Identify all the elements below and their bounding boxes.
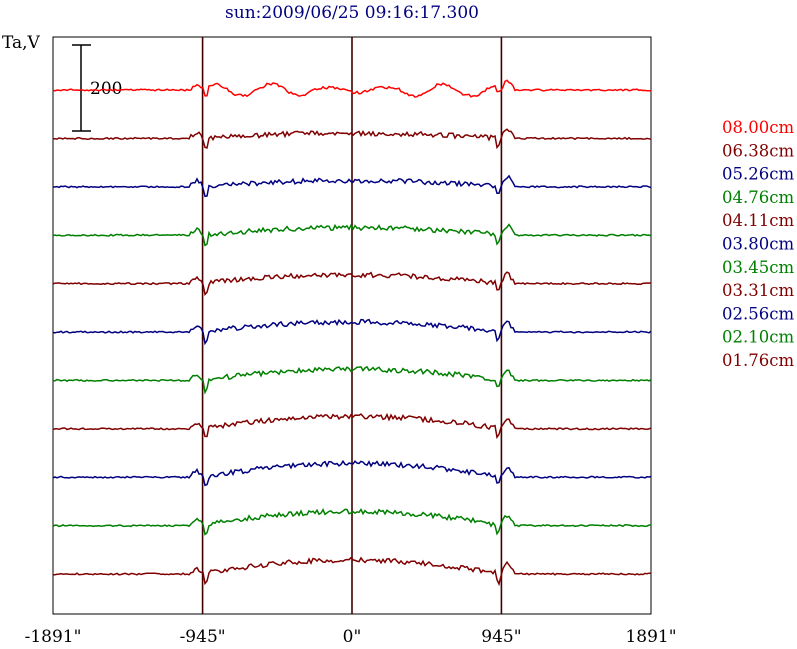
series-line — [52, 508, 652, 536]
series-line — [52, 459, 652, 487]
series-line — [52, 556, 652, 587]
legend-entry: 03.31cm — [722, 281, 794, 300]
legend-entry: 01.76cm — [722, 351, 794, 370]
series-line — [52, 223, 652, 247]
series-traces — [52, 79, 652, 587]
legend-entry: 02.10cm — [722, 328, 794, 347]
legend-entry: 05.26cm — [722, 165, 794, 184]
series-line — [52, 412, 652, 440]
x-tick-label: 0" — [343, 627, 362, 647]
scale-bar: 200 — [72, 44, 122, 132]
series-line — [52, 271, 652, 297]
x-tick-label: 1891" — [625, 627, 676, 647]
series-line — [52, 174, 652, 198]
legend: 08.00cm 06.38cm 05.26cm 04.76cm 04.11cm 03.80… — [722, 118, 794, 370]
legend-entry: 02.56cm — [722, 304, 794, 323]
y-axis-label: Ta,V — [2, 33, 41, 53]
chart-title: sun:2009/06/25 09:16:17.300 — [225, 3, 479, 23]
x-tick-label: 945" — [481, 627, 521, 647]
series-line — [52, 318, 652, 346]
x-tick-label: -945" — [180, 627, 226, 647]
series-line — [52, 128, 652, 150]
legend-entry: 08.00cm — [722, 118, 794, 137]
x-tick-labels: -1891" -945" 0" 945" 1891" — [25, 627, 677, 647]
series-line — [52, 79, 652, 98]
legend-entry: 04.11cm — [722, 211, 794, 230]
scale-bar-label: 200 — [90, 79, 122, 99]
x-tick-label: -1891" — [25, 627, 82, 647]
legend-entry: 03.80cm — [722, 235, 794, 254]
legend-entry: 03.45cm — [722, 258, 794, 277]
legend-entry: 06.38cm — [722, 141, 794, 160]
legend-entry: 04.76cm — [722, 188, 794, 207]
series-line — [52, 365, 652, 395]
